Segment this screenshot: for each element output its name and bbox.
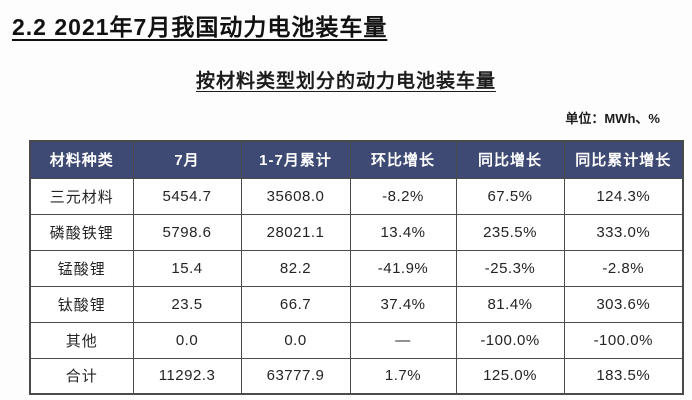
cell-july: 5454.7: [132, 177, 242, 215]
col-header-material-type: 材料种类: [29, 140, 134, 179]
cell-material: 其他: [29, 321, 134, 359]
table-row-other: 其他 0.0 0.0 — -100.0% -100.0%: [29, 321, 684, 359]
cell-yoy-cumulative-growth: 303.6%: [563, 285, 684, 323]
cell-yoy-growth: 67.5%: [455, 177, 565, 215]
cell-material: 钛酸锂: [29, 285, 134, 323]
cell-july: 11292.3: [132, 357, 242, 395]
cell-yoy-growth: -100.0%: [455, 321, 565, 359]
cell-yoy-growth: 125.0%: [455, 357, 565, 395]
table-title: 按材料类型划分的动力电池装车量: [195, 71, 496, 92]
col-header-july: 7月: [132, 140, 242, 179]
col-header-mom-growth: 环比增长: [349, 140, 457, 179]
cell-yoy-cumulative-growth: 183.5%: [563, 357, 684, 395]
table-row-total: 合计 11292.3 63777.9 1.7% 125.0% 183.5%: [29, 357, 684, 395]
cell-material: 锰酸锂: [29, 249, 134, 287]
cell-july: 0.0: [132, 321, 242, 359]
battery-install-table: 材料种类 7月 1-7月累计 环比增长 同比增长 同比累计增长 三元材料 545…: [29, 140, 684, 395]
cell-yoy-growth: 235.5%: [455, 213, 565, 251]
cell-cumulative: 63777.9: [240, 357, 351, 395]
col-header-yoy-cumulative-growth: 同比累计增长: [563, 140, 684, 179]
cell-yoy-cumulative-growth: -100.0%: [563, 321, 684, 359]
cell-mom-growth: 37.4%: [349, 285, 457, 323]
table-row-ternary: 三元材料 5454.7 35608.0 -8.2% 67.5% 124.3%: [29, 177, 684, 215]
cell-mom-growth: -41.9%: [349, 249, 457, 287]
cell-cumulative: 82.2: [240, 249, 351, 287]
col-header-yoy-growth: 同比增长: [455, 140, 565, 179]
cell-material: 磷酸铁锂: [29, 213, 134, 251]
page-title: 2.2 2021年7月我国动力电池装车量: [12, 14, 388, 40]
cell-july: 23.5: [132, 285, 242, 323]
cell-july: 15.4: [132, 249, 242, 287]
table-row-lto: 钛酸锂 23.5 66.7 37.4% 81.4% 303.6%: [29, 285, 684, 323]
cell-cumulative: 35608.0: [240, 177, 351, 215]
col-header-jan-july-cumulative: 1-7月累计: [240, 140, 351, 179]
cell-mom-growth: 13.4%: [349, 213, 457, 251]
cell-cumulative: 66.7: [240, 285, 351, 323]
cell-yoy-cumulative-growth: -2.8%: [563, 249, 684, 287]
cell-mom-growth: —: [349, 321, 457, 359]
cell-cumulative: 0.0: [240, 321, 351, 359]
cell-yoy-cumulative-growth: 124.3%: [563, 177, 684, 215]
unit-note: 单位：MWh、%: [565, 111, 660, 126]
cell-material: 三元材料: [29, 177, 134, 215]
table-header-row: 材料种类 7月 1-7月累计 环比增长 同比增长 同比累计增长: [29, 140, 684, 179]
table-row-lfp: 磷酸铁锂 5798.6 28021.1 13.4% 235.5% 333.0%: [29, 213, 684, 251]
cell-material: 合计: [29, 357, 134, 395]
cell-mom-growth: 1.7%: [349, 357, 457, 395]
cell-yoy-growth: -25.3%: [455, 249, 565, 287]
cell-cumulative: 28021.1: [240, 213, 351, 251]
cell-july: 5798.6: [132, 213, 242, 251]
cell-yoy-growth: 81.4%: [455, 285, 565, 323]
cell-mom-growth: -8.2%: [349, 177, 457, 215]
table-row-lmo: 锰酸锂 15.4 82.2 -41.9% -25.3% -2.8%: [29, 249, 684, 287]
cell-yoy-cumulative-growth: 333.0%: [563, 213, 684, 251]
